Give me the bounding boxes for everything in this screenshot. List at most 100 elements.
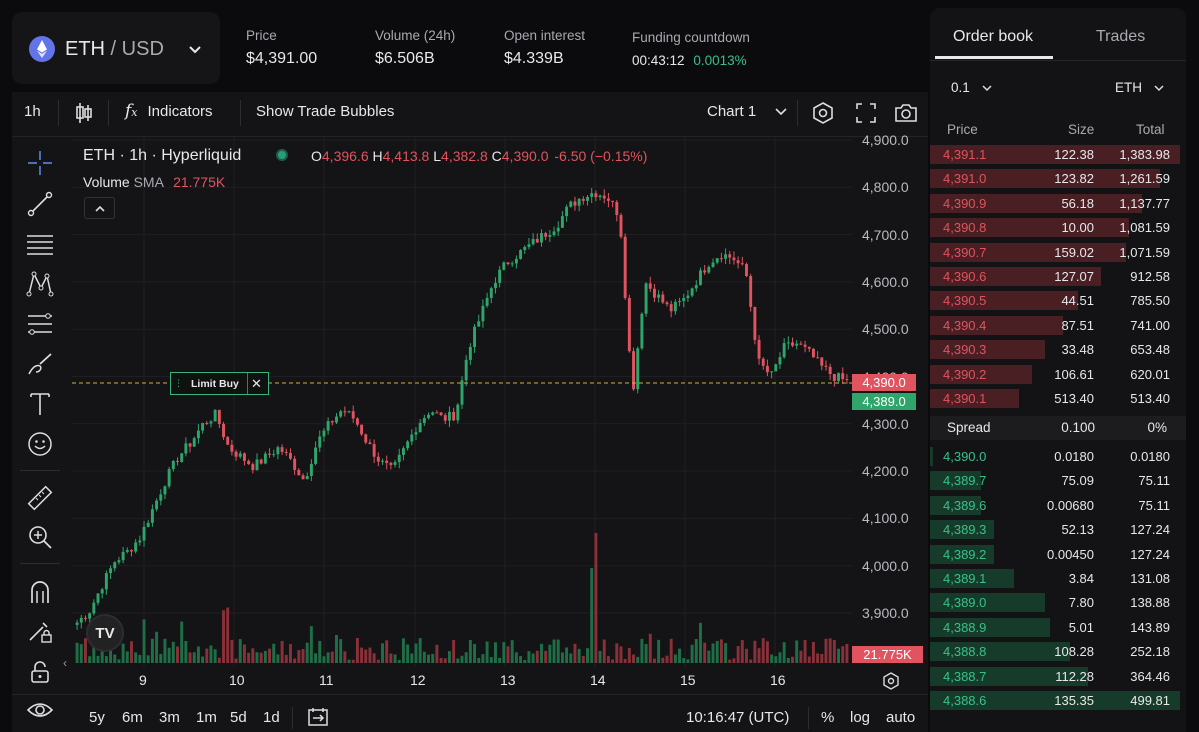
candle-body [167,469,171,487]
ask-depth-bar [930,193,1142,213]
indicators-button[interactable]: fx Indicators [125,101,213,121]
bid-price: 4,389.3 [943,522,987,538]
toolbar-divider [240,100,241,126]
bid-row[interactable]: 4,390.0 0.0180 0.0180 [930,445,1185,467]
cancel-order-icon[interactable]: ✕ [251,376,262,391]
bid-depth-bar [930,569,1015,588]
range-6m-button[interactable]: 6m [122,709,143,726]
range-5y-button[interactable]: 5y [89,709,105,726]
magnet-icon[interactable] [22,577,58,607]
volume-bar [389,653,393,663]
candle-body [523,246,527,251]
range-1d-button[interactable]: 1d [263,709,280,726]
volume-bar [699,622,702,663]
volume-bar [397,659,401,663]
ask-row[interactable]: 4,390.1 513.40 513.40 [930,387,1185,409]
range-1m-button[interactable]: 1m [196,709,217,726]
ask-depth-bar [930,145,1180,164]
percent-scale-button[interactable]: % [821,709,835,726]
candles-type-icon[interactable] [73,101,95,125]
range-5d-button[interactable]: 5d [230,709,247,726]
ask-row[interactable]: 4,390.3 33.48 653.48 [930,338,1185,360]
emoji-tool-icon[interactable] [22,429,58,459]
bid-row[interactable]: 4,389.2 0.00450 127.24 [930,543,1185,565]
volume-bar [473,644,477,663]
bid-row[interactable]: 4,388.6 135.35 499.81 [930,689,1185,711]
collapse-left-icon[interactable]: ‹ [63,656,67,670]
bid-row[interactable]: 4,389.3 52.13 127.24 [930,518,1185,540]
ask-row[interactable]: 4,391.0 123.82 1,261.59 [930,167,1185,189]
lock-icon[interactable] [22,657,58,687]
chart-select-dropdown[interactable]: Chart 1 [707,103,787,120]
chevron-down-icon[interactable] [188,42,202,60]
volume-bar [117,659,121,663]
crosshair-tool-icon[interactable] [22,148,58,178]
log-scale-button[interactable]: log [850,709,871,726]
ask-row[interactable]: 4,390.2 106.61 620.01 [930,363,1185,385]
show-trade-bubbles-button[interactable]: Show Trade Bubbles [256,103,395,120]
ask-row[interactable]: 4,390.5 44.51 785.50 [930,289,1185,311]
bid-row[interactable]: 4,388.8 108.28 252.18 [930,640,1185,662]
ask-row[interactable]: 4,390.8 10.00 1,081.59 [930,216,1185,238]
trendline-tool-icon[interactable] [22,189,58,219]
tab-order-book[interactable]: Order book [953,28,1034,45]
tick-size-select[interactable]: 0.1 [951,80,992,95]
ruler-tool-icon[interactable] [22,483,58,513]
collapse-legend-button[interactable] [84,197,115,219]
bid-row[interactable]: 4,388.9 5.01 143.89 [930,616,1185,638]
volume-bar [318,640,322,663]
calendar-range-icon[interactable] [306,706,330,728]
volume-bar [171,641,175,663]
pattern-tool-icon[interactable] [22,269,58,299]
spread-label: Spread [947,420,991,435]
candle-body [339,411,343,417]
pair-selector[interactable]: ETH / USD [12,12,220,84]
volume-bar [724,643,728,663]
limit-buy-tag[interactable]: ⋮ Limit Buy ✕ [170,372,269,395]
auto-scale-button[interactable]: auto [886,709,916,726]
volume-bar [104,656,108,663]
bid-row[interactable]: 4,389.6 0.00680 75.11 [930,494,1185,516]
stat-label: Price [246,28,277,43]
fib-tool-icon[interactable] [22,309,58,339]
axis-settings-icon[interactable] [880,670,902,692]
volume-bar [736,646,740,663]
text-tool-icon[interactable] [22,389,58,419]
volume-bar [439,657,443,663]
tab-trades[interactable]: Trades [1096,28,1146,45]
ask-row[interactable]: 4,390.9 56.18 1,137.77 [930,192,1185,214]
price-chart[interactable] [72,137,920,671]
brush-tool-icon[interactable] [22,349,58,379]
ask-row[interactable]: 4,390.7 159.02 1,071.59 [930,241,1185,263]
range-3m-button[interactable]: 3m [159,709,180,726]
eye-icon[interactable] [22,695,58,725]
ask-row[interactable]: 4,390.6 127.07 912.58 [930,265,1185,287]
bid-row[interactable]: 4,389.1 3.84 131.08 [930,567,1185,589]
ask-row[interactable]: 4,391.1 122.38 1,383.98 [930,143,1185,165]
bid-row[interactable]: 4,388.7 112.28 364.46 [930,665,1185,687]
unit-select[interactable]: ETH [1115,80,1164,95]
utc-clock[interactable]: 10:16:47 (UTC) [686,709,790,726]
volume-bar [460,655,464,663]
time-tick-label: 13 [500,672,516,688]
ask-row[interactable]: 4,390.4 87.51 741.00 [930,314,1185,336]
camera-icon[interactable] [893,100,919,126]
bid-row[interactable]: 4,389.0 7.80 138.88 [930,591,1185,613]
volume-bar [443,658,447,663]
tradingview-logo[interactable]: TV [86,614,124,652]
candle-body [326,421,330,431]
volume-bars [75,533,849,663]
interval-button[interactable]: 1h [24,103,41,120]
volume-bar [510,640,514,663]
drag-handle-icon[interactable]: ⋮ [174,378,183,388]
volume-bar [255,652,259,663]
lock-drawing-pencil-icon[interactable] [22,617,58,647]
zoom-in-icon[interactable] [22,522,58,552]
horizontal-lines-tool-icon[interactable] [22,229,58,259]
ohlc-legend: O4,396.6 H4,413.8 L4,382.8 C4,390.0 -6.5… [311,148,647,164]
fullscreen-icon[interactable] [853,100,879,126]
bid-row[interactable]: 4,389.7 75.09 75.11 [930,469,1185,491]
settings-icon[interactable] [810,100,836,126]
volume-bar [351,659,355,663]
ask-depth-bar [930,364,1032,384]
